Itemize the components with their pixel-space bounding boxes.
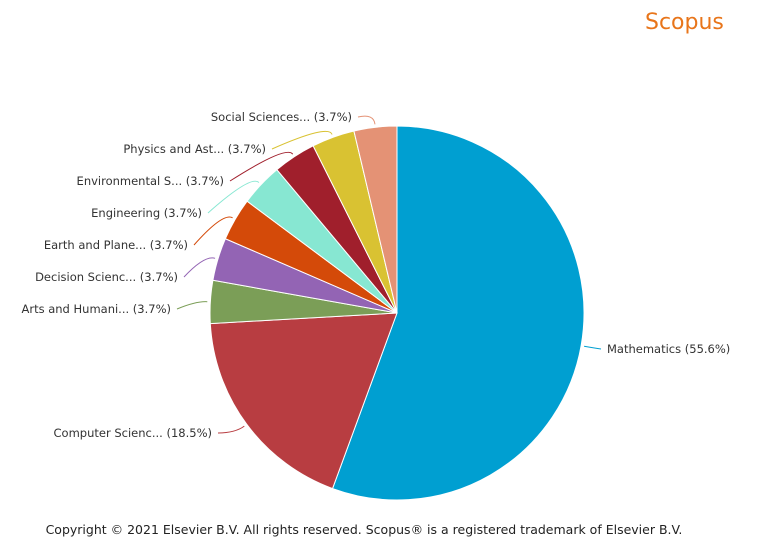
connector-engineering <box>207 180 260 214</box>
pie-slice-social-sciences[interactable] <box>353 125 398 314</box>
connector-physics-and-ast <box>271 130 333 150</box>
data-label-mathematics: Mathematics (55.6%) <box>607 342 730 356</box>
data-label-physics-and-ast: Physics and Ast... (3.7%) <box>123 142 266 156</box>
data-label-environmental-s: Environmental S... (3.7%) <box>77 174 224 188</box>
connector-earth-and-plane <box>193 216 233 246</box>
connector-computer-scienc <box>217 425 245 434</box>
data-label-social-sciences: Social Sciences... (3.7%) <box>211 110 352 124</box>
data-label-computer-scienc: Computer Scienc... (18.5%) <box>54 426 212 440</box>
copyright-notice: Copyright © 2021 Elsevier B.V. All right… <box>45 522 683 537</box>
connector-environmental-s <box>229 151 294 182</box>
pie-slice-computer-scienc[interactable] <box>209 312 398 490</box>
connector-decision-scienc <box>183 257 216 278</box>
connector-arts-and-humani <box>176 301 208 310</box>
data-label-decision-scienc: Decision Scienc... (3.7%) <box>35 270 178 284</box>
connector-mathematics <box>584 345 602 350</box>
data-label-arts-and-humani: Arts and Humani... (3.7%) <box>21 302 171 316</box>
scopus-logo[interactable]: Scopus <box>645 10 724 35</box>
data-label-earth-and-plane: Earth and Plane... (3.7%) <box>44 238 188 252</box>
data-label-engineering: Engineering (3.7%) <box>91 206 202 220</box>
connector-social-sciences <box>357 115 376 125</box>
pie-slice-mathematics[interactable] <box>331 125 585 501</box>
